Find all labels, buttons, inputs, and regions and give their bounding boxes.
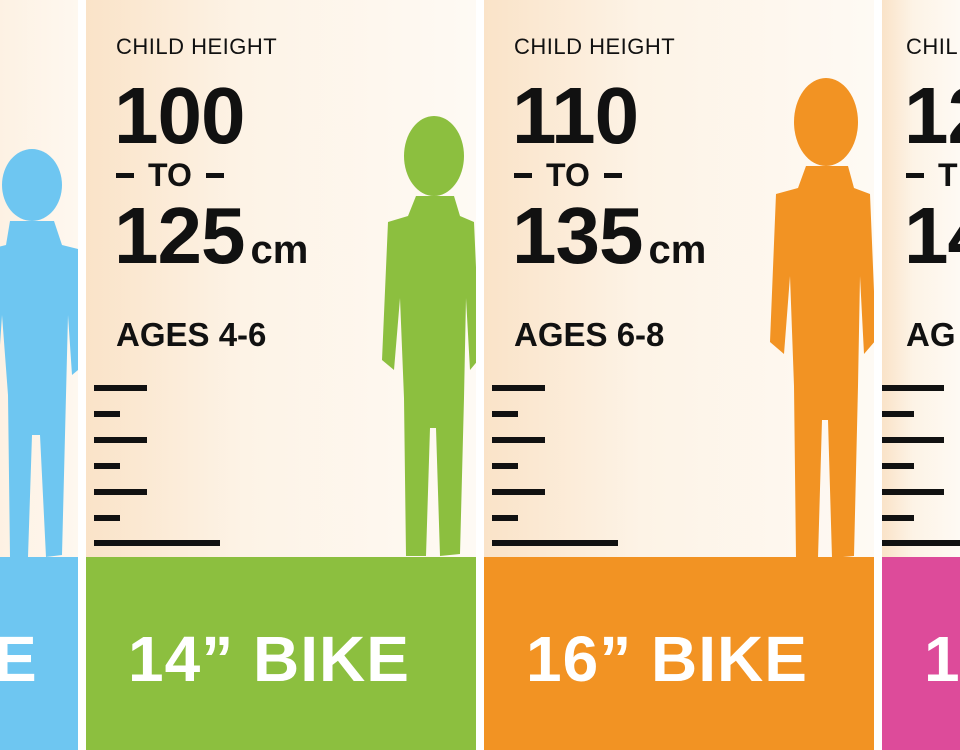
bike-size-label: 16” BIKE (526, 623, 808, 695)
panel-14-inch: CHILD HEIGHT 100 TO 125 cm AGES 4-6 14” B… (86, 0, 478, 750)
panel-pink-partial: CHIL 12 T 14 AG 1 (882, 0, 960, 750)
height-from: 12 (904, 71, 960, 160)
bike-size-label: E (0, 623, 38, 695)
bike-size-label: 14” BIKE (128, 623, 410, 695)
height-from: 100 (114, 71, 245, 160)
age-range: AG (906, 316, 956, 353)
panel-divider (874, 0, 882, 750)
bike-size-label: 1 (924, 623, 960, 695)
age-range: AGES 6-8 (514, 316, 665, 353)
panel-16-inch: CHILD HEIGHT 110 TO 135 cm AGES 6-8 16” B… (484, 0, 876, 750)
child-height-label: CHILD HEIGHT (514, 34, 676, 59)
child-silhouette-icon (770, 78, 876, 558)
height-unit: cm (648, 228, 707, 272)
height-to: 14 (904, 191, 960, 280)
to-separator: TO (116, 157, 238, 194)
to-separator: TO (514, 157, 636, 194)
panel-blue-partial: E (0, 0, 80, 750)
height-from: 110 (512, 71, 639, 160)
bike-size-band: 16” BIKE (484, 557, 876, 750)
panel-divider (78, 0, 86, 750)
bike-size-band: E (0, 557, 80, 750)
child-silhouette-icon (0, 149, 80, 557)
child-height-label: CHIL (906, 34, 959, 59)
age-range: AGES 4-6 (116, 316, 267, 353)
child-silhouette-icon (382, 116, 478, 556)
height-to: 135 cm (512, 191, 707, 280)
height-to: 125 cm (114, 191, 309, 280)
panel-divider (476, 0, 484, 750)
height-unit: cm (250, 228, 309, 272)
to-separator: T (906, 157, 958, 194)
bike-size-band: 1 (882, 557, 960, 750)
child-height-label: CHILD HEIGHT (116, 34, 278, 59)
bike-size-band: 14” BIKE (86, 557, 478, 750)
